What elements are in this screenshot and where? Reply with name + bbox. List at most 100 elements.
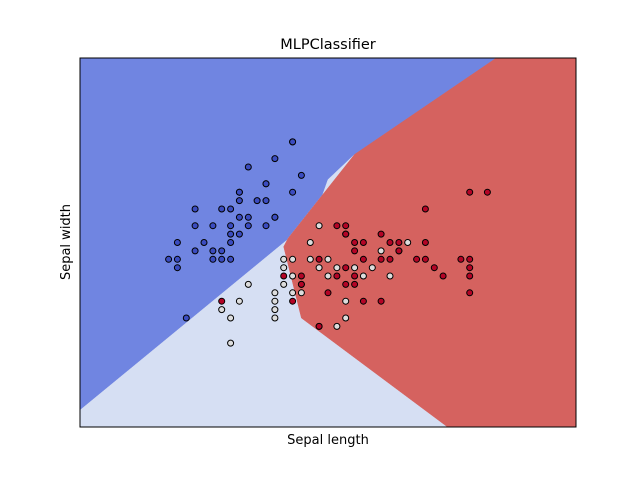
scatter-point-class-0 <box>289 138 297 146</box>
scatter-point-class-0 <box>262 222 270 230</box>
scatter-point-class-2 <box>377 297 385 305</box>
scatter-point-class-2 <box>342 264 350 272</box>
scatter-point-class-0 <box>235 230 243 238</box>
scatter-point-class-1 <box>271 314 279 322</box>
scatter-point-class-2 <box>324 289 332 297</box>
scatter-point-class-1 <box>377 247 385 255</box>
scatter-point-class-2 <box>377 255 385 263</box>
x-axis-label: Sepal length <box>287 433 369 448</box>
decision-region-class-2 <box>283 58 576 427</box>
scatter-point-class-0 <box>227 255 235 263</box>
scatter-point-class-1 <box>351 264 359 272</box>
scatter-point-class-1 <box>280 264 288 272</box>
scatter-point-class-1 <box>315 222 323 230</box>
scatter-point-class-0 <box>262 180 270 188</box>
scatter-point-class-2 <box>483 188 491 196</box>
scatter-point-class-0 <box>244 163 252 171</box>
scatter-point-class-0 <box>235 197 243 205</box>
decision-regions <box>80 58 576 427</box>
scatter-point-class-0 <box>209 247 217 255</box>
scatter-point-class-2 <box>351 239 359 246</box>
scatter-point-class-1 <box>342 297 350 305</box>
scatter-point-class-1 <box>280 255 288 263</box>
scatter-point-class-0 <box>218 205 226 213</box>
scatter-point-class-1 <box>271 297 279 305</box>
scatter-point-class-1 <box>271 306 279 314</box>
scatter-point-class-2 <box>395 247 403 255</box>
scatter-point-class-2 <box>466 272 474 280</box>
scatter-point-class-0 <box>244 213 252 221</box>
scatter-point-class-1 <box>324 255 332 263</box>
scatter-point-class-2 <box>466 255 474 263</box>
scatter-point-class-2 <box>395 239 403 246</box>
scatter-point-class-0 <box>227 230 235 238</box>
scatter-point-class-2 <box>377 230 385 238</box>
scatter-point-class-1 <box>235 297 243 305</box>
scatter-point-class-0 <box>227 239 235 246</box>
scatter-point-class-2 <box>315 322 323 330</box>
scatter-point-class-2 <box>359 255 367 263</box>
scatter-point-class-0 <box>271 155 279 163</box>
scatter-point-class-0 <box>218 247 226 255</box>
scatter-point-class-1 <box>227 339 235 347</box>
scatter-point-class-1 <box>289 289 297 297</box>
scatter-point-class-2 <box>351 280 359 288</box>
scatter-point-class-2 <box>439 272 447 280</box>
scatter-points <box>165 138 491 347</box>
scatter-point-class-2 <box>359 239 367 246</box>
scatter-point-class-1 <box>280 280 288 288</box>
y-axis-label: Sepal width <box>59 204 74 280</box>
scatter-point-class-2 <box>297 272 305 280</box>
scatter-point-class-0 <box>173 264 181 272</box>
plot-area <box>80 58 576 427</box>
scatter-point-class-1 <box>359 272 367 280</box>
scatter-point-class-1 <box>218 306 226 314</box>
scatter-point-class-0 <box>191 222 199 230</box>
scatter-point-class-2 <box>289 297 297 305</box>
scatter-point-class-0 <box>253 197 261 205</box>
scatter-point-class-0 <box>173 255 181 263</box>
axes-frame <box>79 57 577 428</box>
scatter-point-class-0 <box>182 314 190 322</box>
scatter-point-class-2 <box>342 280 350 288</box>
scatter-point-class-0 <box>191 205 199 213</box>
scatter-point-class-1 <box>315 264 323 272</box>
scatter-point-class-0 <box>227 222 235 230</box>
scatter-point-class-2 <box>359 297 367 305</box>
scatter-point-class-2 <box>351 272 359 280</box>
scatter-point-class-2 <box>466 289 474 297</box>
scatter-point-class-2 <box>342 230 350 238</box>
scatter-point-class-0 <box>209 255 217 263</box>
scatter-point-class-0 <box>262 197 270 205</box>
scatter-point-class-1 <box>306 255 314 263</box>
scatter-point-class-0 <box>235 213 243 221</box>
scatter-point-class-2 <box>280 272 288 280</box>
scatter-point-class-2 <box>351 247 359 255</box>
scatter-point-class-1 <box>271 289 279 297</box>
scatter-point-class-0 <box>165 255 173 263</box>
scatter-point-class-0 <box>297 171 305 179</box>
scatter-point-class-1 <box>306 239 314 246</box>
scatter-point-class-2 <box>457 255 465 263</box>
scatter-point-class-0 <box>235 188 243 196</box>
scatter-point-class-0 <box>227 205 235 213</box>
scatter-point-class-0 <box>289 188 297 196</box>
scatter-point-class-0 <box>173 239 181 246</box>
scatter-point-class-0 <box>200 239 208 246</box>
scatter-point-class-2 <box>430 264 438 272</box>
scatter-point-class-2 <box>421 255 429 263</box>
scatter-point-class-2 <box>413 255 421 263</box>
chart-title: MLPClassifier <box>280 37 376 53</box>
scatter-point-class-1 <box>289 272 297 280</box>
scatter-point-class-0 <box>191 247 199 255</box>
scatter-point-class-2 <box>218 297 226 305</box>
scatter-point-class-1 <box>368 264 376 272</box>
scatter-point-class-2 <box>333 272 341 280</box>
scatter-point-class-1 <box>386 272 394 280</box>
scatter-point-class-2 <box>466 264 474 272</box>
scatter-point-class-2 <box>421 239 429 246</box>
scatter-point-class-2 <box>421 205 429 213</box>
scatter-point-class-1 <box>244 280 252 288</box>
scatter-point-class-1 <box>297 289 305 297</box>
